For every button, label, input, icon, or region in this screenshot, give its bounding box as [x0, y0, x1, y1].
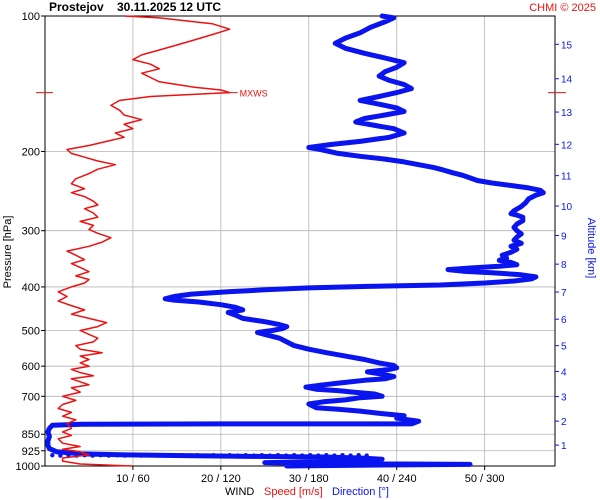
- direction-point: [267, 453, 273, 458]
- pressure-tick-label: 100: [22, 11, 40, 23]
- pressure-tick-label: 500: [22, 326, 40, 338]
- direction-point: [332, 453, 337, 458]
- direction-point: [114, 452, 120, 458]
- direction-point: [211, 452, 216, 458]
- altitude-tick-label: 6: [561, 315, 567, 326]
- direction-point: [187, 453, 192, 458]
- wind-tick-label: 40 / 240: [377, 473, 417, 485]
- direction-point: [203, 453, 208, 458]
- altitude-tick-label: 14: [561, 75, 573, 86]
- direction-point: [243, 452, 248, 458]
- direction-point: [299, 453, 305, 458]
- direction-point: [171, 453, 176, 458]
- direction-point: [130, 452, 136, 458]
- altitude-tick-label: 12: [561, 140, 573, 151]
- right-axis-title: Altitude [km]: [585, 218, 597, 279]
- direction-point: [251, 453, 257, 458]
- wind-tick-label: 20 / 120: [201, 473, 241, 485]
- direction-point: [162, 452, 168, 458]
- altitude-tick-label: 1: [561, 441, 567, 452]
- direction-point: [98, 452, 103, 458]
- direction-point: [316, 453, 321, 458]
- pressure-tick-label: 1000: [16, 461, 40, 473]
- direction-series-line: [45, 13, 546, 469]
- altitude-tick-label: 7: [561, 288, 567, 299]
- altitude-tick-label: 4: [561, 367, 567, 378]
- grid: [45, 15, 555, 467]
- direction-point: [58, 453, 63, 458]
- altitude-tick-label: 8: [561, 260, 567, 271]
- direction-point: [50, 452, 55, 458]
- altitude-tick-label: 2: [561, 417, 567, 428]
- max-wind-label: MXWS: [240, 89, 268, 99]
- data-marks: MXWS: [36, 13, 566, 469]
- altitude-tick-label: 15: [561, 40, 573, 51]
- pressure-tick-label: 850: [22, 429, 40, 441]
- direction-point: [146, 452, 152, 458]
- plot-frame: [44, 15, 556, 467]
- direction-point: [283, 453, 289, 458]
- pressure-tick-label: 400: [22, 282, 40, 294]
- pressure-tick-label: 600: [22, 361, 40, 373]
- direction-point: [195, 452, 200, 458]
- x-axis-title-wind: WIND: [225, 486, 254, 498]
- direction-point: [235, 453, 240, 458]
- direction-point: [66, 452, 71, 458]
- direction-point: [219, 453, 224, 458]
- datetime-title: 30.11.2025 12 UTC: [117, 0, 221, 14]
- altitude-tick-label: 10: [561, 202, 573, 213]
- direction-point: [275, 452, 281, 458]
- direction-point: [356, 452, 361, 458]
- wind-tick-label: 10 / 60: [116, 473, 150, 485]
- direction-point: [324, 452, 329, 458]
- altitude-tick-label: 13: [561, 108, 573, 119]
- altitude-tick-label: 3: [561, 393, 567, 404]
- wind-tick-label: 30 / 180: [289, 473, 329, 485]
- direction-point: [364, 453, 369, 458]
- pressure-tick-label: 300: [22, 226, 40, 238]
- direction-point: [259, 452, 265, 458]
- direction-point: [154, 453, 160, 458]
- direction-point: [348, 453, 353, 458]
- left-axis-title: Pressure [hPa]: [2, 216, 14, 289]
- direction-point: [340, 452, 345, 458]
- direction-point: [227, 452, 232, 458]
- wind-tick-label: 50 / 300: [465, 473, 505, 485]
- direction-point: [90, 453, 95, 458]
- direction-point: [291, 452, 297, 458]
- direction-point: [122, 453, 128, 458]
- altitude-tick-label: 5: [561, 342, 567, 353]
- altitude-tick-label: 11: [561, 172, 572, 183]
- altitude-tick-label: 9: [561, 231, 567, 242]
- direction-point: [106, 453, 111, 458]
- speed-series-line: [57, 15, 231, 467]
- x-axis-title-speed: Speed [m/s]: [264, 486, 323, 498]
- pressure-tick-label: 925: [22, 446, 40, 458]
- credit-label: CHMI © 2025: [529, 2, 596, 14]
- direction-point: [138, 453, 144, 458]
- x-axis-title-direction: Direction [°]: [332, 486, 389, 498]
- direction-point: [179, 452, 184, 458]
- direction-point: [308, 452, 313, 458]
- pressure-tick-label: 200: [22, 146, 40, 158]
- pressure-tick-label: 700: [22, 391, 40, 403]
- station-title: Prostejov: [49, 0, 104, 14]
